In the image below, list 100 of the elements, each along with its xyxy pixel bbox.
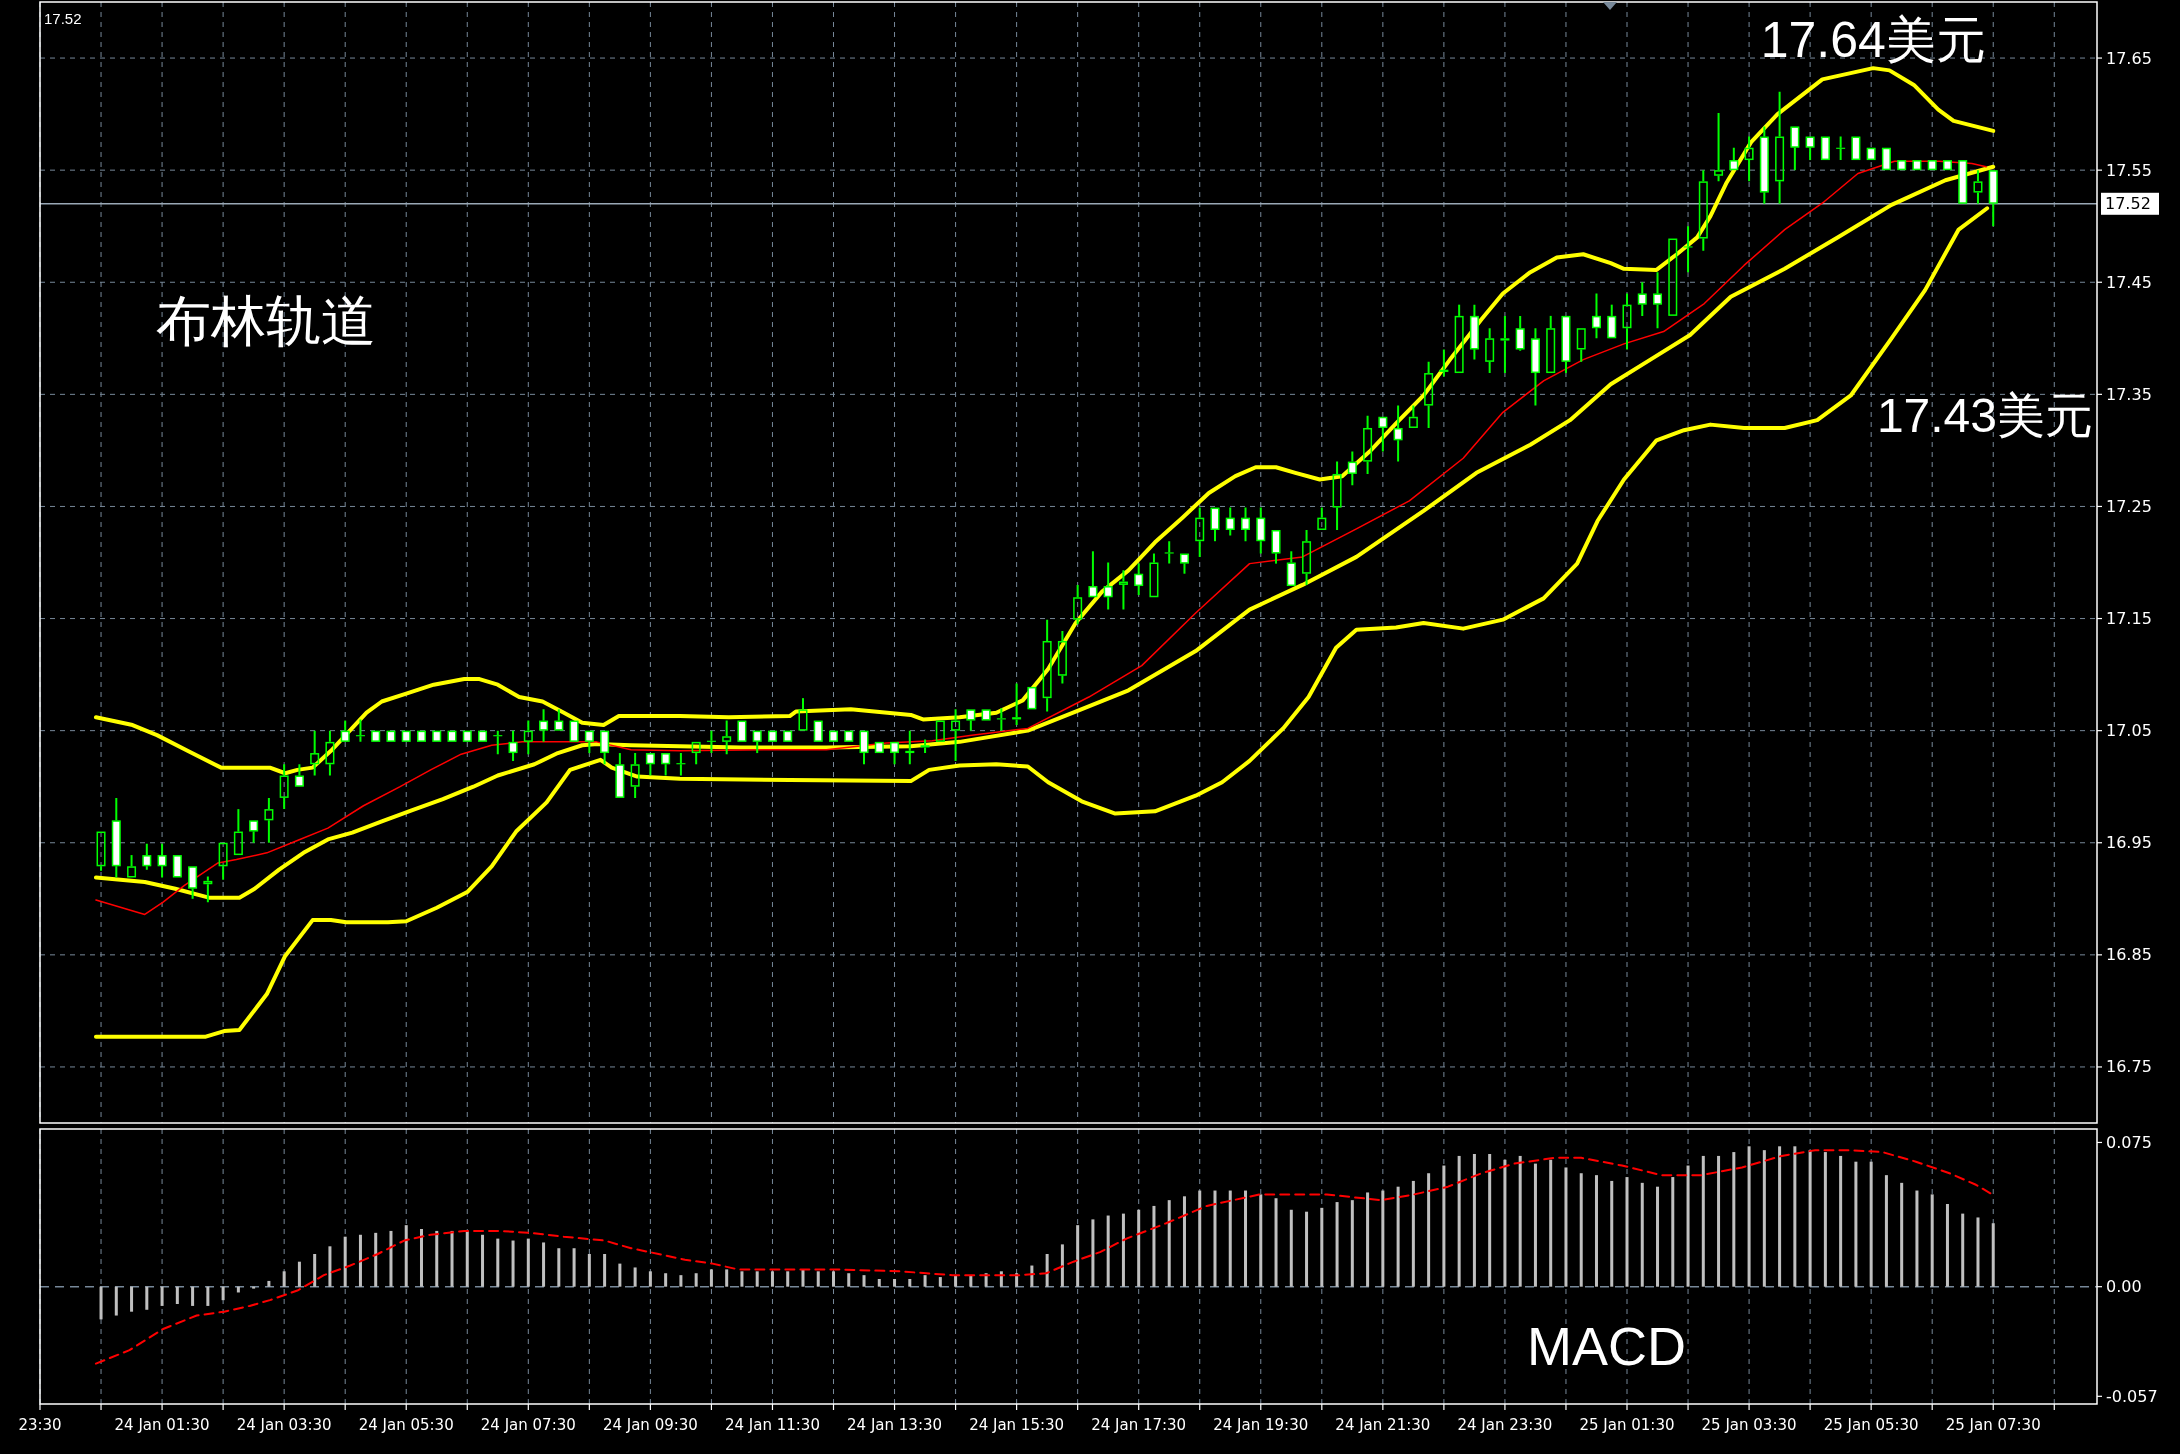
candlestick — [706, 729, 717, 755]
candlestick — [1775, 90, 1785, 205]
candlestick — [1393, 404, 1403, 463]
y-tick-label: 0.075 — [2106, 1132, 2152, 1152]
bar — [1930, 1194, 1934, 1287]
bar — [1045, 1254, 1049, 1287]
x-tick-label: 24 Jan 05:30 — [358, 1416, 454, 1434]
candlestick — [1576, 328, 1586, 363]
bar — [267, 1280, 271, 1287]
candlestick — [691, 741, 701, 766]
candlestick — [1057, 629, 1067, 685]
bar — [1381, 1190, 1385, 1287]
bar — [1167, 1200, 1171, 1287]
bar — [1854, 1161, 1858, 1287]
bar — [1472, 1154, 1476, 1287]
x-tick-label: 25 Jan 07:30 — [1945, 1416, 2041, 1434]
bar — [1640, 1182, 1644, 1287]
candlestick — [1729, 146, 1739, 171]
bar — [694, 1273, 698, 1287]
candlestick — [615, 752, 625, 798]
y-tick-label: 17.35 — [2106, 384, 2152, 404]
candlestick — [1790, 126, 1800, 172]
bar — [1625, 1177, 1629, 1287]
bar — [1808, 1150, 1812, 1287]
bar — [679, 1275, 683, 1287]
bar — [1137, 1209, 1141, 1287]
bar — [404, 1225, 408, 1287]
bar — [1915, 1190, 1919, 1287]
bar — [1198, 1190, 1202, 1287]
annotation: MACD — [1527, 1316, 1686, 1376]
y-tick-label: 17.65 — [2106, 48, 2152, 68]
bar — [770, 1271, 774, 1287]
x-tick-label: 24 Jan 09:30 — [602, 1416, 698, 1434]
candlestick — [1103, 561, 1113, 611]
x-tick-label: 24 Jan 11:30 — [724, 1416, 820, 1434]
bar — [1717, 1155, 1721, 1287]
x-tick-label: 24 Jan 13:30 — [847, 1416, 943, 1434]
bar — [389, 1230, 393, 1287]
candlestick — [1363, 414, 1373, 475]
bar — [1305, 1211, 1309, 1287]
bar — [862, 1275, 866, 1287]
y-tick-label: 17.15 — [2106, 609, 2152, 629]
bar — [1610, 1180, 1614, 1287]
bar — [633, 1267, 637, 1287]
bar — [1228, 1190, 1232, 1287]
y-tick-label: 17.05 — [2106, 721, 2152, 741]
candlestick — [1286, 550, 1296, 587]
bar — [1884, 1175, 1888, 1287]
y-tick-label: -0.057 — [2106, 1386, 2158, 1406]
candlestick — [1714, 111, 1724, 183]
bar — [923, 1275, 927, 1287]
candlestick — [1134, 562, 1144, 597]
candlestick — [1591, 292, 1601, 340]
bar — [877, 1279, 881, 1287]
candlestick — [539, 708, 549, 743]
annotation: 17.64美元 — [1760, 12, 1986, 69]
candlestick — [966, 709, 976, 732]
candlestick — [1302, 528, 1312, 586]
candlestick — [1698, 169, 1708, 252]
candlestick — [1424, 360, 1434, 429]
candlestick — [661, 753, 671, 777]
candlestick — [1179, 553, 1189, 575]
bar — [1091, 1219, 1095, 1287]
bar — [1396, 1186, 1400, 1287]
bar — [450, 1230, 454, 1287]
bar — [465, 1230, 469, 1287]
candlestick — [203, 875, 213, 904]
bar — [191, 1286, 195, 1306]
bar — [801, 1269, 805, 1287]
candlestick — [752, 730, 762, 755]
x-tick-label: 24 Jan 23:30 — [1457, 1416, 1553, 1434]
bar — [1976, 1217, 1980, 1287]
bar — [1656, 1186, 1660, 1287]
bar — [99, 1286, 103, 1320]
bar — [1793, 1146, 1797, 1287]
candlestick — [355, 718, 366, 743]
bar — [847, 1273, 851, 1287]
candlestick — [1408, 404, 1418, 428]
bar — [954, 1275, 958, 1287]
bar — [709, 1269, 713, 1287]
y-tick-label: 16.75 — [2106, 1057, 2152, 1077]
candlestick — [1973, 169, 1983, 205]
x-tick-label: 23:30 — [18, 1416, 62, 1434]
candlestick — [1637, 281, 1647, 317]
bar — [526, 1238, 530, 1287]
bar — [664, 1273, 668, 1287]
candlestick — [127, 854, 137, 878]
bar — [618, 1263, 622, 1287]
bar — [206, 1286, 210, 1306]
bar — [557, 1248, 561, 1287]
candlestick — [188, 866, 198, 900]
x-tick-label: 24 Jan 01:30 — [114, 1416, 210, 1434]
candlestick — [859, 730, 869, 766]
bar — [419, 1229, 423, 1287]
y-tick-label: 16.85 — [2106, 945, 2152, 965]
bar — [358, 1234, 362, 1287]
bar — [1747, 1146, 1751, 1287]
bar — [587, 1254, 591, 1287]
bar — [297, 1261, 301, 1287]
bar — [1518, 1155, 1522, 1287]
